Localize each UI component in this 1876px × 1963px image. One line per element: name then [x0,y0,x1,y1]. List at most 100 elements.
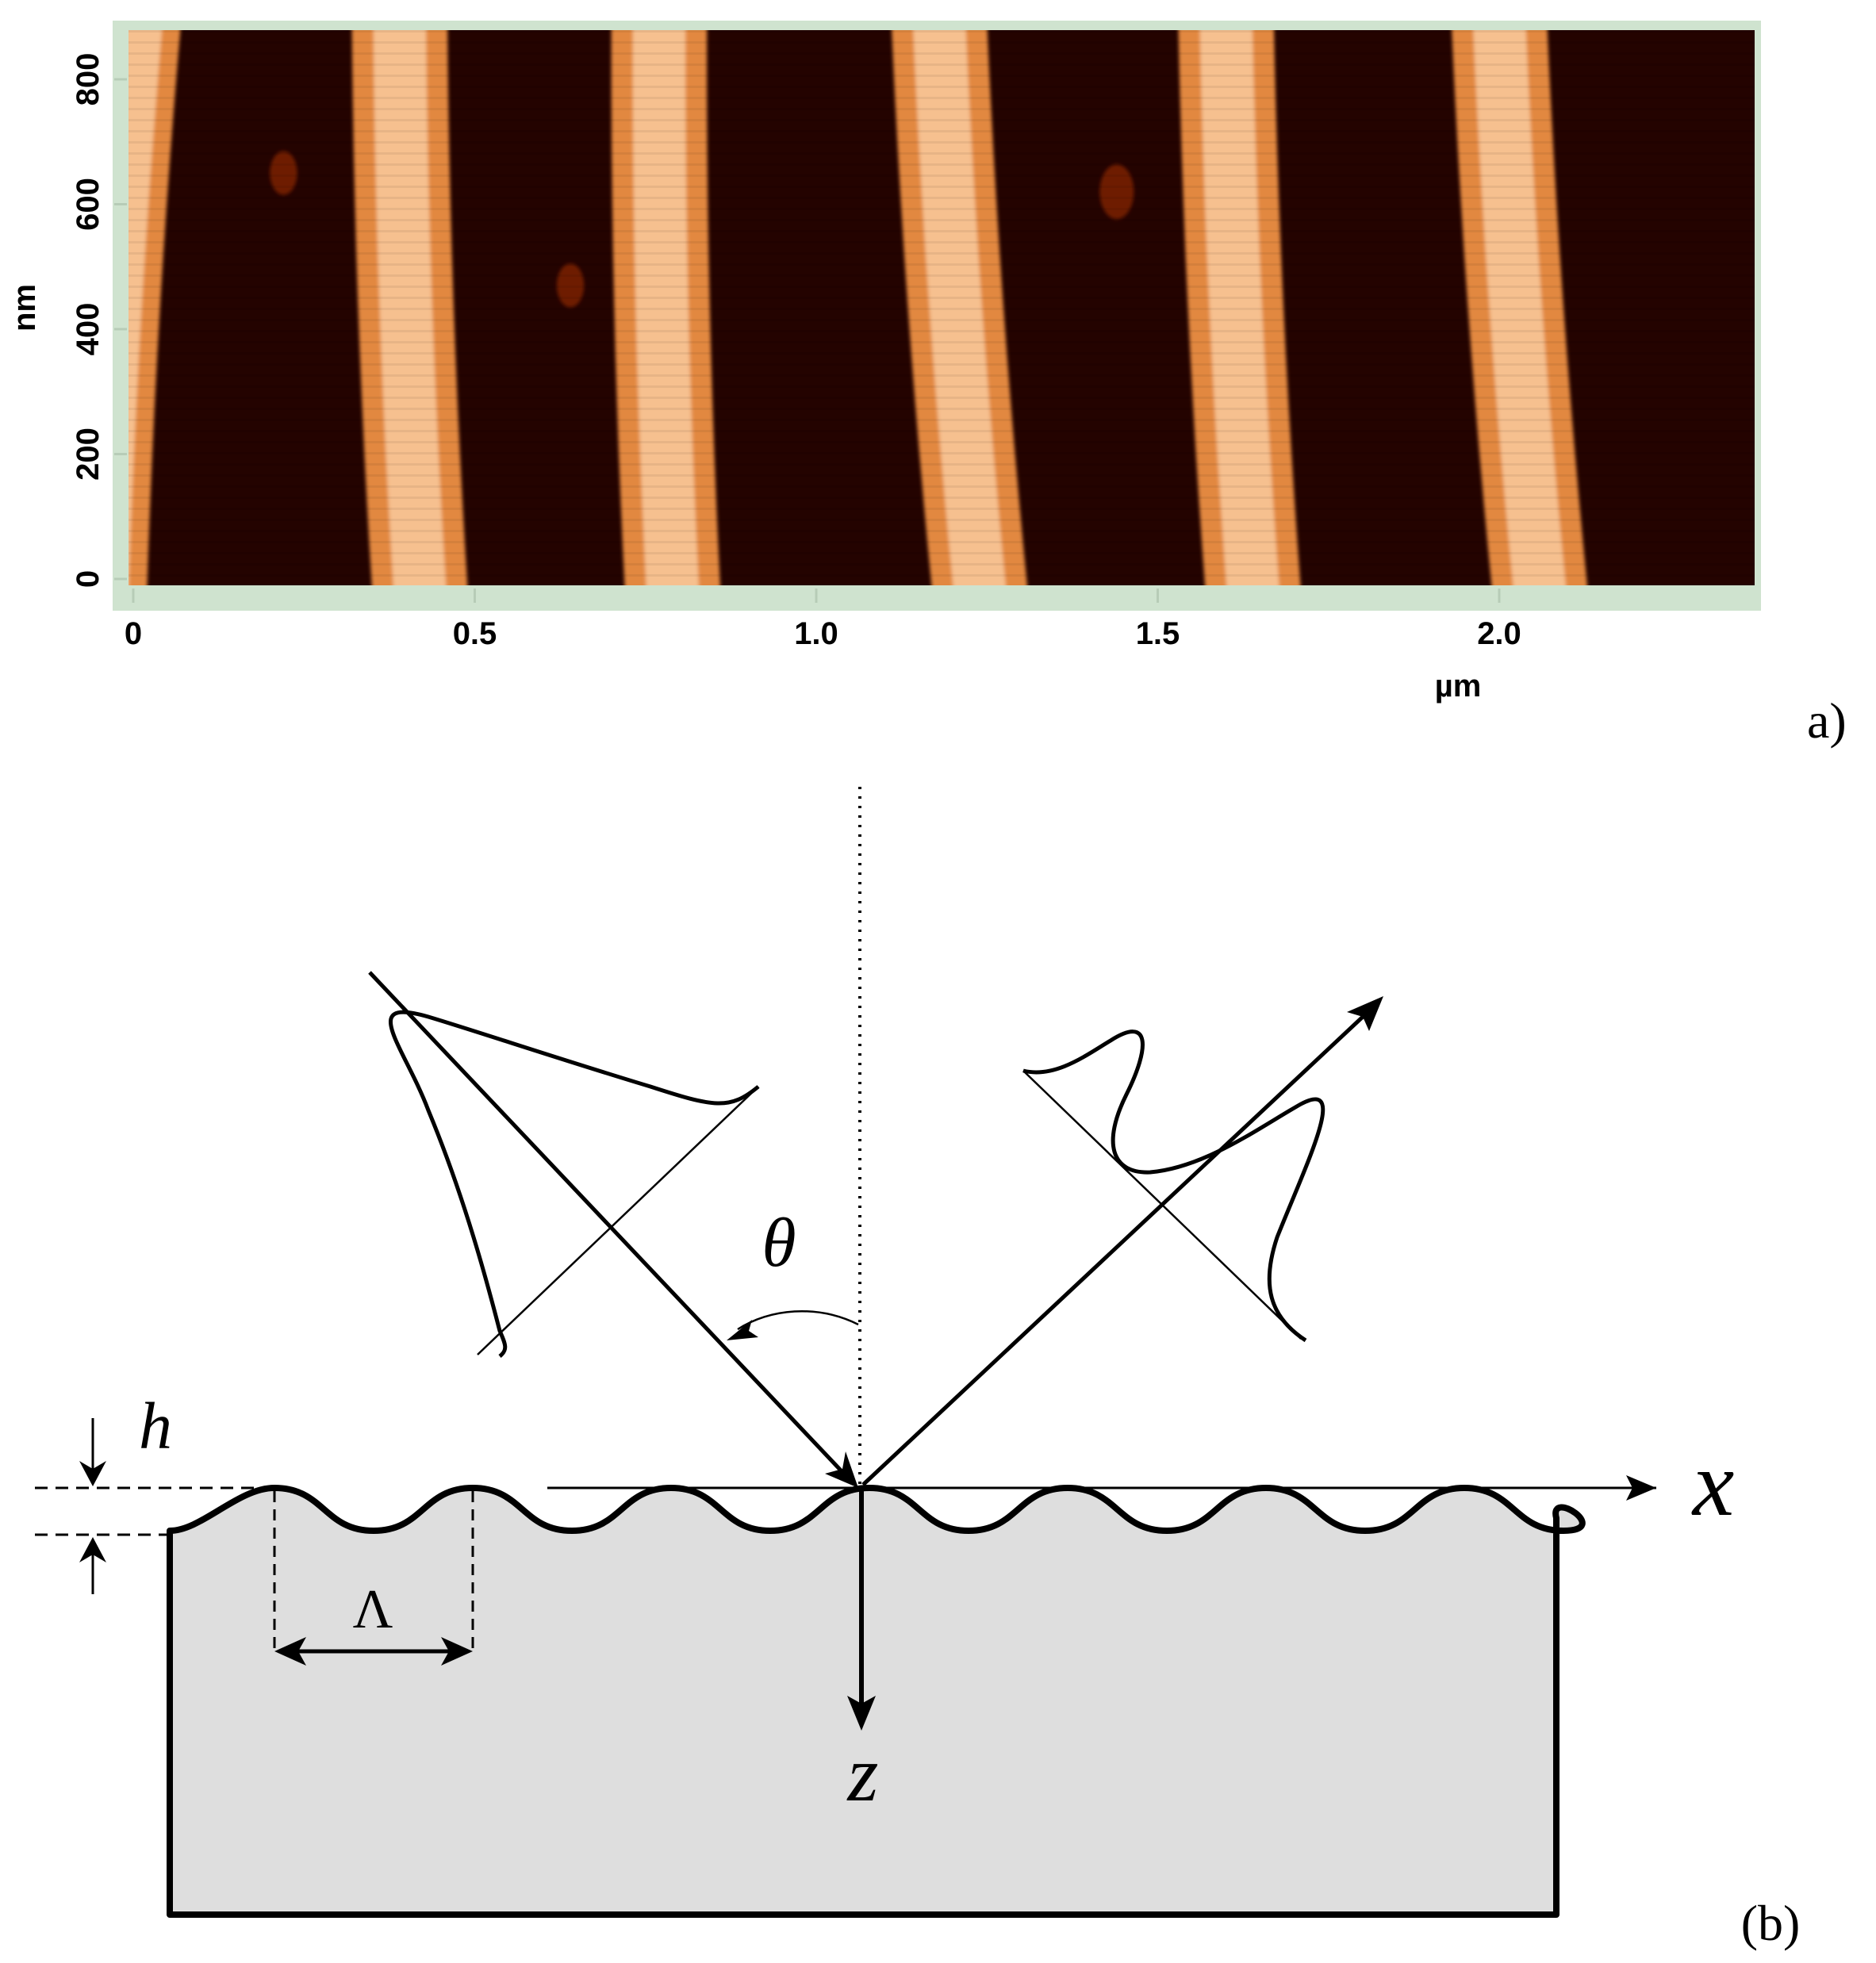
panel-a: 0 0.5 1.0 1.5 2.0 0 200 400 600 800 µm nm a) [7,21,1847,749]
afm-scan-line [129,297,1755,299]
afm-scan-line [129,119,1755,121]
height-label: h [139,1390,172,1463]
y-tick-label: 0 [71,570,106,588]
afm-scan-line [129,152,1755,155]
afm-scan-line [129,430,1755,432]
afm-scan-line [129,308,1755,310]
afm-bright-band-core [373,30,447,585]
afm-spot [556,263,585,308]
afm-scan-line [129,230,1755,232]
z-axis-arrowhead [847,1696,876,1731]
afm-scan-line [129,397,1755,399]
afm-scan-line [129,408,1755,410]
afm-scan-line [129,108,1755,110]
x-axis-unit: µm [1435,669,1482,704]
z-axis-label: z [846,1730,879,1818]
panel-b: θ h Λ x z (b) [35,787,1800,1951]
afm-scan-line [129,541,1755,543]
height-arrowhead-top [79,1461,106,1486]
afm-scan-line [129,86,1755,88]
afm-scan-line [129,563,1755,566]
y-tick-label: 800 [71,53,106,106]
x-axis-arrowhead [1626,1475,1656,1501]
afm-scan-line [129,463,1755,466]
x-axis-label: x [1691,1432,1734,1536]
x-tick-label: 0.5 [453,616,497,651]
afm-scan-line [129,163,1755,166]
angle-label: θ [762,1205,796,1282]
afm-scan-line [129,574,1755,577]
afm-scan-line [129,497,1755,499]
afm-scan-line [129,363,1755,366]
incident-arrowhead [825,1451,858,1488]
y-axis: 0 200 400 600 800 [71,53,127,588]
afm-bright-band-core [1473,30,1566,585]
afm-scan-line [129,197,1755,199]
afm-scan-line [129,485,1755,488]
afm-bright-band-core [129,30,163,585]
afm-scan-line [129,174,1755,177]
afm-scan-line [129,241,1755,243]
x-tick-label: 1.5 [1136,616,1180,651]
afm-scan-line [129,63,1755,66]
afm-spot [1099,164,1134,220]
afm-scan-line [129,219,1755,221]
afm-scan-line [129,330,1755,332]
afm-scan-line [129,75,1755,77]
angle-arc [737,1310,859,1331]
y-tick-label: 400 [71,303,106,356]
y-tick-label: 600 [71,178,106,231]
panel-a-label: a) [1807,692,1847,749]
afm-scan-line [129,274,1755,277]
reflected-pulse-baseline [1022,1070,1302,1340]
x-tick-label: 0 [125,616,142,651]
period-label: Λ [353,1579,393,1640]
reflected-arrowhead [1347,996,1383,1031]
afm-scan-line [129,208,1755,210]
afm-scan-lines [129,30,1755,577]
afm-scan-line [129,385,1755,388]
afm-scan-line [129,374,1755,377]
x-axis: 0 0.5 1.0 1.5 2.0 [125,589,1521,651]
y-axis-unit: nm [7,284,42,332]
reflected-pulse [1022,1029,1325,1343]
x-tick-label: 1.0 [794,616,838,651]
afm-scan-line [129,519,1755,521]
afm-bands [129,30,1587,585]
height-arrowhead-bottom [79,1537,106,1562]
afm-scan-line [129,441,1755,443]
afm-scan-line [129,352,1755,355]
period-arrowhead-left [274,1637,306,1666]
incident-pulse [389,1010,760,1358]
afm-scan-line [129,419,1755,421]
afm-scan-line [129,319,1755,321]
incident-pulse-baseline [477,1086,759,1355]
y-tick-label: 200 [71,427,106,481]
afm-bright-band-core [632,30,699,585]
afm-scan-line [129,474,1755,477]
afm-scan-line [129,252,1755,255]
afm-bright-band-core [913,30,1006,585]
x-tick-label: 2.0 [1477,616,1521,651]
afm-scan-line [129,286,1755,288]
afm-scan-line [129,341,1755,343]
afm-scan-line [129,52,1755,55]
angle-arc-arrowhead [727,1320,758,1340]
afm-image [129,30,1755,585]
afm-scan-line [129,186,1755,188]
substrate [167,1485,1586,1918]
afm-scan-line [129,508,1755,510]
afm-scan-line [129,263,1755,266]
afm-spot [270,151,297,195]
afm-scan-line [129,530,1755,532]
afm-bright-band-core [1199,30,1279,585]
period-arrowhead-right [441,1637,473,1666]
reflected-beam [861,1015,1364,1486]
afm-scan-line [129,552,1755,554]
afm-scan-line [129,452,1755,454]
afm-scan-line [129,141,1755,144]
afm-scan-line [129,130,1755,132]
afm-scan-line [129,41,1755,44]
afm-scan-line [129,30,1755,33]
